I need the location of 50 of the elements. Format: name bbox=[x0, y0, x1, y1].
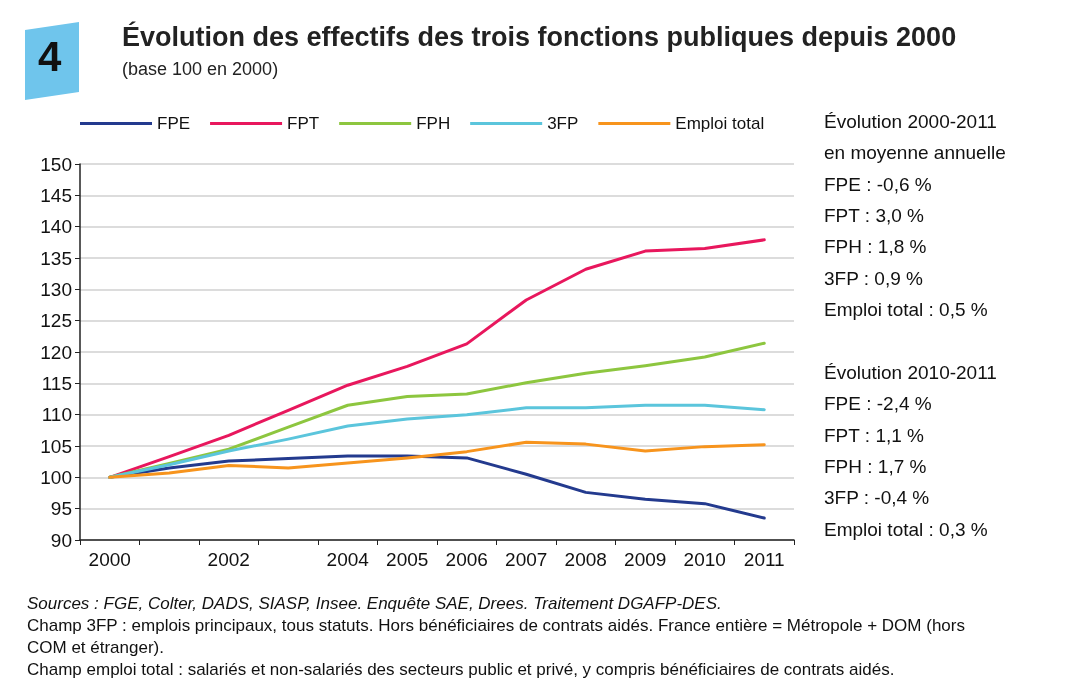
text: Champ emploi total : salariés et non-salariés des secteurs public et privé, y compris bénéficiaires de contrats aidés. bbox=[27, 659, 895, 679]
text: 4 bbox=[38, 32, 62, 80]
text: Champ 3FP : emplois principaux, tous statuts. Hors bénéficiaires de contrats aidés. France entière = Métropole + DOM (hors COM et étranger). bbox=[27, 615, 970, 657]
y-tick-label: 135 bbox=[40, 247, 72, 269]
x-tick-label: 2000 bbox=[88, 549, 131, 570]
text: FPT : 1,1 % bbox=[824, 424, 925, 446]
x-tick-label: 2011 bbox=[743, 549, 785, 570]
line-series bbox=[108, 238, 766, 479]
y-tick-label: 105 bbox=[40, 435, 72, 457]
y-tick-label: 125 bbox=[40, 310, 72, 332]
y-tick-label: 115 bbox=[41, 372, 72, 394]
y-tick-label: 100 bbox=[40, 466, 72, 488]
x-tick-label: 2004 bbox=[326, 549, 370, 570]
text: 3FP : 0,9 % bbox=[824, 267, 924, 289]
chart-title: Évolution des effectifs des trois fonctions publiques depuis 2000 bbox=[122, 20, 957, 52]
text: Emploi total : 0,5 % bbox=[824, 298, 988, 320]
y-tick-label: 90 bbox=[50, 529, 72, 551]
legend-label: 3FP bbox=[547, 114, 579, 133]
text: Évolution 2000-2011 bbox=[824, 111, 997, 132]
source-note: Sources : FGE, Colter, DADS, SIASP, Insee. Enquête SAE, Drees. Traitement DGAFP-DES. bbox=[27, 593, 722, 613]
legend-label: FPH bbox=[416, 114, 451, 133]
y-tick-label: 145 bbox=[40, 184, 72, 206]
y-tick-label: 95 bbox=[50, 498, 72, 520]
legend-label: FPT bbox=[287, 114, 320, 133]
x-tick-label: 2010 bbox=[683, 549, 726, 570]
y-tick-label: 150 bbox=[40, 153, 72, 175]
text: FPE : -2,4 % bbox=[824, 393, 932, 415]
text: en moyenne annuelle bbox=[824, 142, 1006, 164]
text: FPT : 3,0 % bbox=[824, 204, 925, 226]
line-series bbox=[108, 403, 766, 479]
text: FPH : 1,8 % bbox=[824, 236, 927, 258]
x-tick-label: 2008 bbox=[564, 549, 607, 570]
x-tick-label: 2005 bbox=[386, 549, 429, 570]
text: Évolution 2010-2011 bbox=[824, 362, 997, 384]
y-tick-label: 120 bbox=[40, 341, 72, 363]
y-tick-label: 130 bbox=[40, 278, 72, 300]
text: Emploi total : 0,3 % bbox=[824, 518, 988, 540]
x-tick-label: 2007 bbox=[505, 549, 548, 570]
text: FPE : -0,6 % bbox=[824, 173, 932, 195]
chart-subtitle: (base 100 en 2000) bbox=[122, 59, 279, 79]
x-tick-label: 2006 bbox=[445, 549, 488, 570]
y-tick-label: 110 bbox=[41, 404, 72, 426]
legend-label: FPE bbox=[157, 114, 191, 133]
x-tick-label: 2009 bbox=[624, 549, 667, 570]
legend-label: Emploi total bbox=[675, 114, 765, 133]
text: 3FP : -0,4 % bbox=[824, 487, 930, 509]
x-tick-label: 2002 bbox=[207, 549, 250, 570]
y-tick-label: 140 bbox=[40, 216, 72, 238]
text: FPH : 1,7 % bbox=[824, 456, 927, 477]
line-series bbox=[108, 440, 766, 479]
